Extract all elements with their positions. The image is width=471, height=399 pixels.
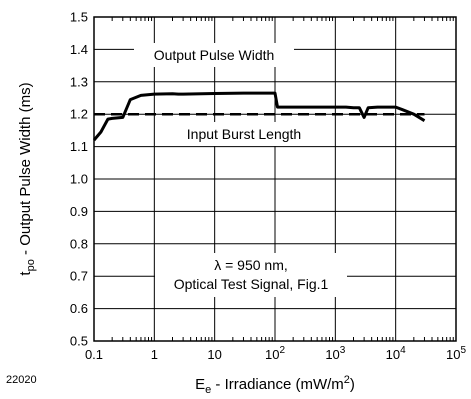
figure-id: 22020 — [6, 374, 37, 386]
y-tick-label: 1.4 — [70, 42, 88, 57]
test-signal-label: Optical Test Signal, Fig.1 — [174, 276, 329, 292]
y-tick-label: 0.8 — [70, 236, 88, 251]
y-tick-labels: 0.5 0.6 0.7 0.8 0.9 1.0 1.1 1.2 1.3 1.4 1.5 — [70, 10, 88, 349]
output-pulse-width-line — [92, 91, 426, 142]
y-tick-label: 1.5 — [70, 10, 88, 25]
plot-frame — [93, 16, 457, 342]
condition-label-bg — [155, 253, 347, 297]
y-axis-title: tpo - Output Pulse Width (ms) — [17, 82, 37, 275]
y-tick-label: 0.9 — [70, 204, 88, 219]
x-tick-label: 102 — [265, 345, 285, 362]
x-axis-title: Ee - Irradiance (mW/m2) — [195, 374, 355, 396]
x-tick-label: 0.1 — [85, 347, 103, 362]
x-tick-labels: 0.1 1 10 102 103 104 105 — [85, 345, 466, 362]
x-tick-label: 103 — [325, 345, 345, 362]
y-tick-label: 0.6 — [70, 301, 88, 316]
output-label-bg — [134, 43, 294, 67]
x-tick-label: 10 — [207, 347, 221, 362]
output-pulse-width-label: Output Pulse Width — [154, 47, 275, 63]
series-lines — [92, 91, 426, 142]
y-tick-label: 1.2 — [70, 107, 88, 122]
y-tick-label: 1.1 — [70, 139, 88, 154]
y-tick-label: 0.7 — [70, 269, 88, 284]
x-tick-label: 104 — [386, 345, 406, 362]
x-tick-label: 1 — [151, 347, 158, 362]
y-tick-label: 1.0 — [70, 172, 88, 187]
input-label-bg — [168, 122, 320, 146]
y-tick-label: 1.3 — [70, 74, 88, 89]
input-burst-length-label: Input Burst Length — [187, 126, 301, 142]
x-tick-label: 105 — [446, 345, 466, 362]
wavelength-label: λ = 950 nm, — [214, 257, 288, 273]
y-tick-label: 0.5 — [70, 334, 88, 349]
annotations: Output Pulse Width Input Burst Length λ … — [134, 43, 347, 297]
